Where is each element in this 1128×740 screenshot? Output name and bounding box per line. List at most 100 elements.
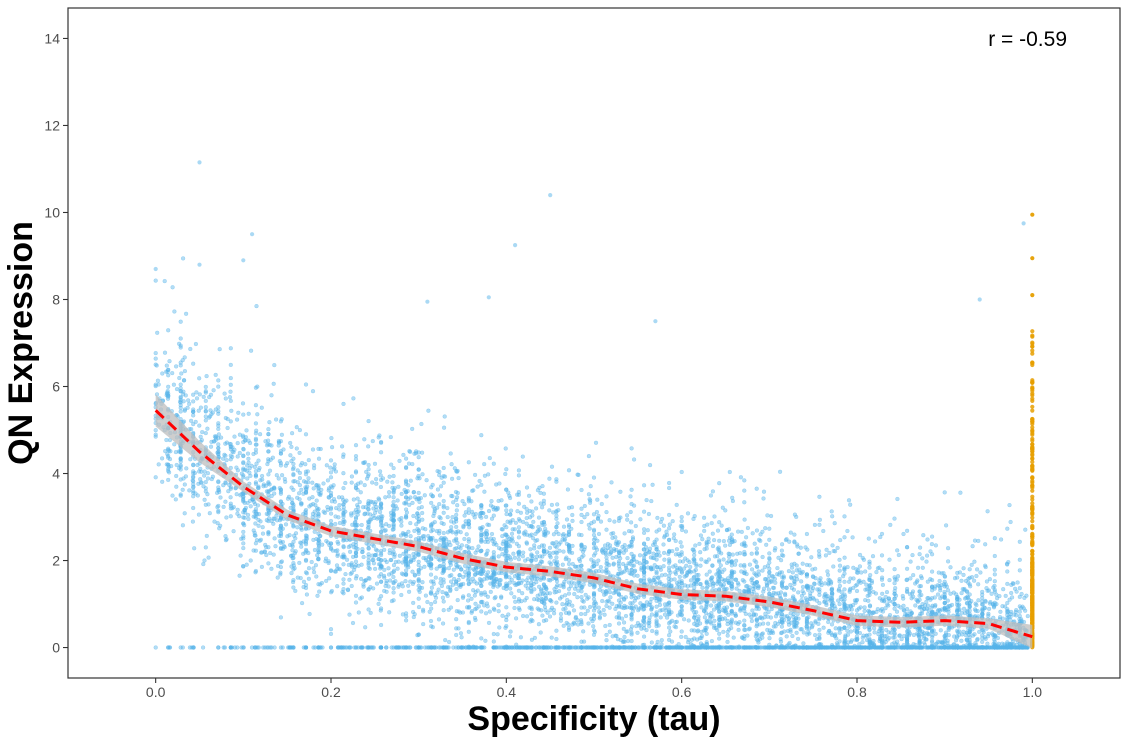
data-point bbox=[845, 628, 850, 633]
data-point bbox=[564, 517, 570, 522]
data-point bbox=[231, 450, 236, 455]
data-point bbox=[516, 544, 521, 549]
data-point bbox=[554, 555, 559, 560]
data-point bbox=[420, 510, 425, 516]
data-point bbox=[479, 538, 484, 543]
data-point bbox=[616, 516, 622, 521]
data-point bbox=[880, 591, 885, 596]
data-point bbox=[837, 577, 842, 582]
data-point bbox=[466, 620, 471, 626]
data-point bbox=[366, 524, 371, 530]
data-point bbox=[761, 489, 767, 494]
data-point bbox=[911, 572, 916, 578]
data-point bbox=[679, 550, 684, 555]
data-point bbox=[191, 505, 196, 511]
data-point bbox=[215, 450, 220, 455]
data-point bbox=[779, 583, 784, 588]
data-point bbox=[196, 512, 201, 517]
data-point bbox=[263, 483, 268, 488]
data-point bbox=[978, 570, 983, 575]
data-point bbox=[540, 554, 545, 559]
data-point bbox=[625, 638, 631, 644]
data-point bbox=[547, 545, 553, 550]
data-point bbox=[609, 531, 614, 536]
data-point bbox=[421, 609, 426, 614]
data-point bbox=[538, 490, 543, 495]
data-point bbox=[666, 557, 672, 562]
data-point bbox=[524, 515, 529, 521]
data-point bbox=[498, 577, 503, 583]
data-point bbox=[229, 408, 234, 413]
data-point bbox=[764, 542, 769, 547]
data-point bbox=[664, 529, 669, 534]
data-point bbox=[917, 593, 922, 598]
data-point bbox=[691, 516, 696, 521]
data-point bbox=[1014, 607, 1019, 613]
data-point bbox=[430, 482, 435, 487]
data-point bbox=[708, 645, 713, 650]
data-point bbox=[692, 585, 697, 590]
data-point bbox=[216, 442, 221, 447]
data-point bbox=[187, 488, 192, 493]
data-point bbox=[353, 600, 359, 605]
data-point bbox=[403, 478, 409, 483]
data-point bbox=[756, 584, 761, 589]
data-point bbox=[228, 495, 233, 500]
data-point bbox=[760, 554, 765, 560]
data-point bbox=[412, 573, 417, 578]
data-point bbox=[446, 585, 451, 590]
data-point bbox=[266, 432, 271, 437]
data-point bbox=[205, 426, 210, 431]
data-point bbox=[404, 456, 409, 461]
data-point bbox=[610, 634, 615, 639]
data-point bbox=[191, 361, 196, 366]
data-point bbox=[782, 629, 787, 634]
data-point bbox=[781, 574, 786, 579]
data-point bbox=[491, 550, 496, 555]
data-point bbox=[878, 534, 883, 540]
data-point bbox=[297, 491, 302, 496]
data-point bbox=[178, 409, 183, 414]
data-point bbox=[817, 627, 822, 632]
data-point bbox=[679, 518, 684, 524]
data-point bbox=[167, 470, 172, 475]
data-point bbox=[883, 606, 888, 611]
data-point bbox=[310, 480, 315, 485]
data-point bbox=[822, 581, 828, 586]
data-point bbox=[207, 511, 212, 516]
data-point bbox=[155, 378, 160, 383]
data-point bbox=[666, 485, 672, 491]
data-point bbox=[160, 479, 165, 484]
data-point bbox=[359, 645, 364, 650]
data-point bbox=[616, 559, 622, 564]
data-point bbox=[929, 541, 934, 547]
data-point bbox=[717, 559, 722, 564]
data-point bbox=[920, 565, 925, 570]
data-point bbox=[715, 554, 720, 559]
data-point bbox=[661, 542, 666, 547]
data-point bbox=[470, 488, 475, 493]
data-point bbox=[164, 437, 169, 443]
data-point bbox=[679, 514, 684, 520]
data-point bbox=[272, 363, 277, 368]
data-point bbox=[955, 606, 960, 611]
data-point bbox=[961, 606, 967, 611]
data-point bbox=[808, 591, 813, 596]
data-point bbox=[932, 595, 937, 600]
data-point bbox=[941, 570, 946, 576]
data-point bbox=[538, 554, 543, 559]
data-point bbox=[742, 618, 747, 623]
data-point bbox=[347, 612, 352, 617]
data-point bbox=[411, 609, 416, 615]
data-point bbox=[749, 551, 754, 556]
data-point bbox=[910, 552, 915, 558]
data-point bbox=[473, 601, 478, 606]
data-point bbox=[166, 466, 171, 471]
data-point bbox=[598, 611, 603, 616]
data-point bbox=[586, 454, 591, 459]
data-point bbox=[779, 624, 784, 629]
data-point bbox=[311, 486, 316, 491]
data-point bbox=[411, 600, 416, 605]
data-point bbox=[645, 528, 650, 533]
data-point bbox=[156, 462, 161, 467]
